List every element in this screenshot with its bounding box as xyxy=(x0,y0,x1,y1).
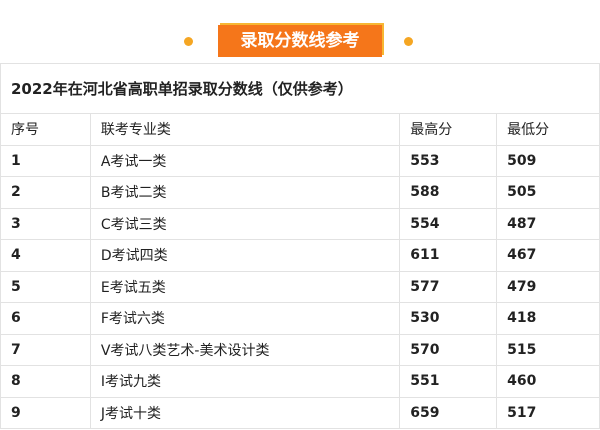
row-index: 5 xyxy=(0,270,91,303)
table-row: 1 A考试一类 553 509 xyxy=(0,144,600,177)
row-max-score: 577 xyxy=(399,270,498,303)
row-min-score: 479 xyxy=(496,270,600,303)
table-title-row: 2022年在河北省高职单招录取分数线（仅供参考） xyxy=(0,63,600,114)
row-index: 2 xyxy=(0,176,91,209)
row-category: D考试四类 xyxy=(89,239,401,272)
header-index: 序号 xyxy=(0,113,91,146)
section-banner: 录取分数线参考 xyxy=(218,25,382,57)
header-category: 联考专业类 xyxy=(89,113,401,146)
row-category: E考试五类 xyxy=(89,270,401,303)
row-min-score: 487 xyxy=(496,207,600,240)
decorative-dot-right xyxy=(404,37,413,46)
header-max-score: 最高分 xyxy=(399,113,498,146)
row-index: 4 xyxy=(0,239,91,272)
table-row: 4 D考试四类 611 467 xyxy=(0,239,600,272)
row-index: 3 xyxy=(0,207,91,240)
row-min-score: 418 xyxy=(496,302,600,335)
row-max-score: 659 xyxy=(399,396,498,429)
row-min-score: 505 xyxy=(496,176,600,209)
row-category: J考试十类 xyxy=(89,396,401,429)
row-index: 7 xyxy=(0,333,91,366)
row-index: 9 xyxy=(0,396,91,429)
row-category: I考试九类 xyxy=(89,365,401,398)
row-index: 6 xyxy=(0,302,91,335)
score-table: 2022年在河北省高职单招录取分数线（仅供参考） 序号 联考专业类 最高分 最低… xyxy=(0,63,600,429)
row-min-score: 515 xyxy=(496,333,600,366)
table-row: 9 J考试十类 659 517 xyxy=(0,396,600,429)
table-row: 8 I考试九类 551 460 xyxy=(0,365,600,398)
row-category: F考试六类 xyxy=(89,302,401,335)
row-max-score: 554 xyxy=(399,207,498,240)
row-min-score: 467 xyxy=(496,239,600,272)
row-index: 1 xyxy=(0,144,91,177)
row-min-score: 509 xyxy=(496,144,600,177)
table-row: 5 E考试五类 577 479 xyxy=(0,270,600,303)
row-category: C考试三类 xyxy=(89,207,401,240)
table-row: 7 V考试八类艺术-美术设计类 570 515 xyxy=(0,333,600,366)
table-row: 6 F考试六类 530 418 xyxy=(0,302,600,335)
table-title: 2022年在河北省高职单招录取分数线（仅供参考） xyxy=(0,63,600,114)
row-category: B考试二类 xyxy=(89,176,401,209)
decorative-dot-left xyxy=(184,37,193,46)
row-max-score: 588 xyxy=(399,176,498,209)
table-row: 2 B考试二类 588 505 xyxy=(0,176,600,209)
row-category: A考试一类 xyxy=(89,144,401,177)
row-max-score: 570 xyxy=(399,333,498,366)
row-index: 8 xyxy=(0,365,91,398)
table-header-row: 序号 联考专业类 最高分 最低分 xyxy=(0,113,600,146)
header-min-score: 最低分 xyxy=(496,113,600,146)
row-category: V考试八类艺术-美术设计类 xyxy=(89,333,401,366)
row-min-score: 460 xyxy=(496,365,600,398)
row-max-score: 551 xyxy=(399,365,498,398)
table-row: 3 C考试三类 554 487 xyxy=(0,207,600,240)
row-max-score: 553 xyxy=(399,144,498,177)
row-max-score: 530 xyxy=(399,302,498,335)
row-min-score: 517 xyxy=(496,396,600,429)
row-max-score: 611 xyxy=(399,239,498,272)
